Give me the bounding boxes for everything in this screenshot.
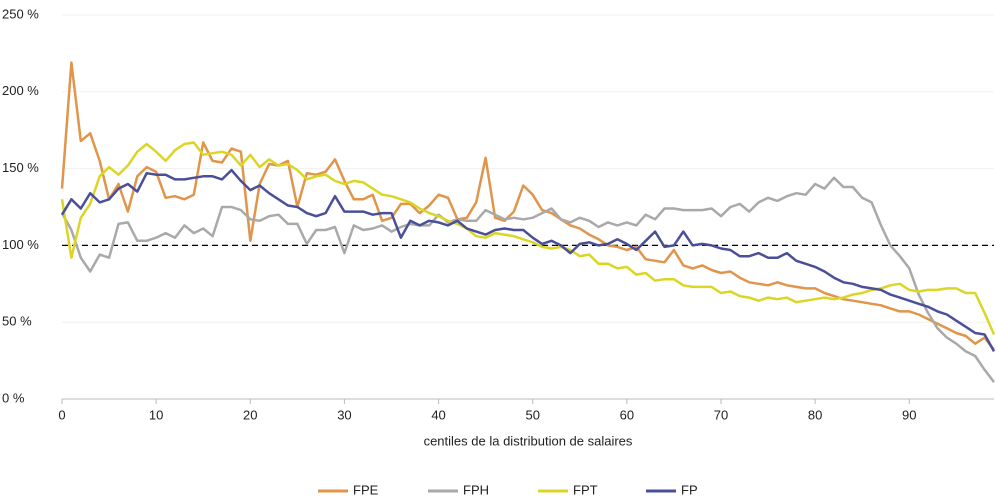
series-line — [60, 176, 995, 383]
legend-label: FPH — [463, 482, 489, 497]
y-tick-label: 250 % — [2, 6, 39, 21]
legend-label: FPE — [353, 482, 379, 497]
x-tick-label: 50 — [525, 407, 539, 422]
y-tick-label: 150 % — [2, 160, 39, 175]
x-tick-label: 60 — [620, 407, 634, 422]
x-axis-label: centiles de la distribution de salaires — [424, 433, 633, 448]
x-tick-label: 0 — [58, 407, 65, 422]
x-tick-label: 10 — [149, 407, 163, 422]
y-tick-label: 50 % — [2, 314, 32, 329]
y-tick-label: 200 % — [2, 83, 39, 98]
series-line — [60, 141, 996, 336]
y-tick-label: 0 % — [2, 390, 25, 405]
legend-label: FP — [681, 482, 698, 497]
x-tick-label: 20 — [243, 407, 257, 422]
series-line — [60, 61, 995, 351]
x-tick-label: 80 — [808, 407, 822, 422]
series-line — [60, 168, 996, 353]
x-tick-label: 30 — [337, 407, 351, 422]
x-tick-label: 70 — [714, 407, 728, 422]
legend-label: FPT — [573, 482, 598, 497]
x-tick-label: 90 — [902, 407, 916, 422]
x-tick-label: 40 — [431, 407, 445, 422]
y-tick-label: 100 % — [2, 237, 39, 252]
